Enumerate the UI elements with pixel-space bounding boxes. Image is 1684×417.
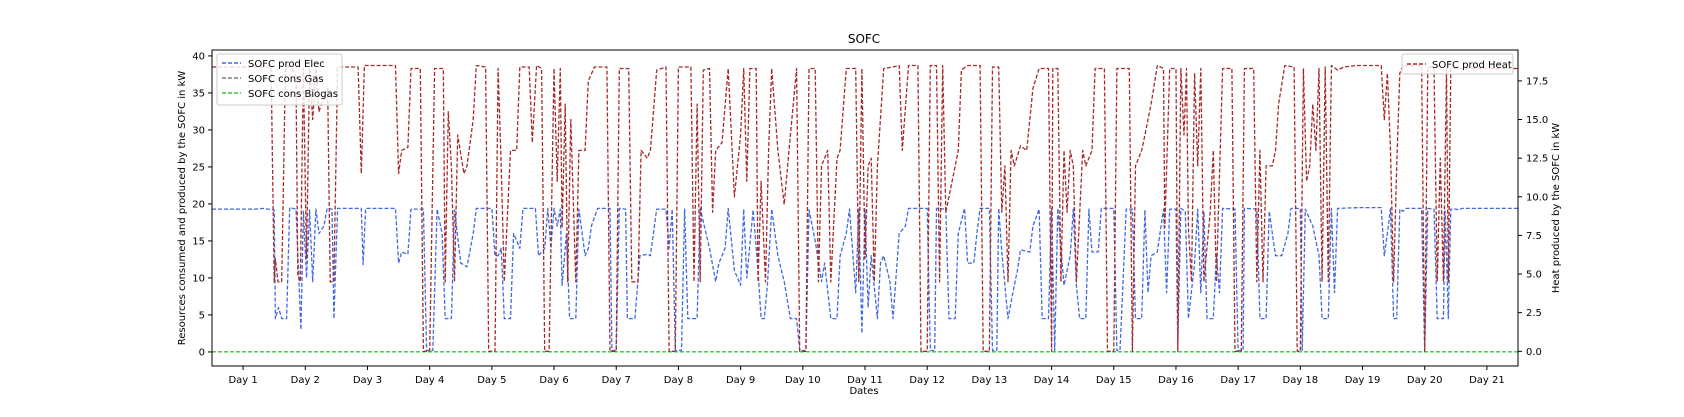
y-tick-label-left: 35 (192, 88, 205, 99)
legend-left-box (216, 53, 343, 106)
plot-lines (212, 64, 1518, 353)
x-tick-label: Day 12 (909, 375, 945, 386)
x-axis-label: Dates (849, 386, 878, 397)
legend-label-gas: SOFC cons Gas (248, 74, 324, 85)
x-tick-label: Day 2 (291, 375, 320, 386)
y-tick-label-left: 25 (192, 162, 205, 173)
y-tick-label-left: 15 (192, 236, 205, 247)
legend-right: SOFC prod Heat (1401, 53, 1514, 75)
x-tick-label: Day 13 (972, 375, 1008, 386)
y-tick-label-right: 17.5 (1526, 76, 1548, 87)
y-axis-label-right: Heat produced by the SOFC in kW (1551, 123, 1562, 293)
y-tick-label-left: 40 (192, 51, 205, 62)
y-axis-label-left: Resources consumed and produced by the S… (177, 71, 188, 346)
legend-right-box (1401, 53, 1514, 75)
y-tick-label-left: 10 (192, 273, 205, 284)
y-tick-label-left: 5 (199, 310, 205, 321)
x-tick-label: Day 21 (1469, 375, 1505, 386)
y-tick-label-right: 2.5 (1526, 308, 1542, 319)
y-tick-label-right: 5.0 (1526, 270, 1542, 281)
x-tick-label: Day 4 (415, 375, 444, 386)
legend-left: SOFC prod Elec SOFC cons Gas SOFC cons B… (216, 53, 343, 106)
x-tick-label: Day 3 (353, 375, 382, 386)
x-tick-label: Day 5 (477, 375, 506, 386)
x-tick-label: Day 1 (228, 375, 257, 386)
y-tick-label-left: 20 (192, 199, 205, 210)
series-line-sofc-prod-elec (212, 206, 1518, 352)
x-tick-label: Day 8 (664, 375, 693, 386)
x-tick-label: Day 14 (1034, 375, 1070, 386)
chart-title: SOFC (848, 32, 880, 46)
x-tick-label: Day 17 (1220, 375, 1256, 386)
y-axis-left: 0 5 10 15 20 25 30 35 40 (192, 51, 212, 358)
series-line-sofc-prod-heat (212, 64, 1518, 352)
x-tick-label: Day 18 (1283, 375, 1319, 386)
y-tick-label-right: 7.5 (1526, 231, 1542, 242)
y-tick-label-left: 0 (199, 347, 205, 358)
y-tick-label-right: 10.0 (1526, 192, 1548, 203)
y-tick-label-right: 15.0 (1526, 115, 1548, 126)
x-tick-label: Day 15 (1096, 375, 1132, 386)
y-axis-right: 0.0 2.5 5.0 7.5 10.0 12.5 15.0 17.5 (1518, 76, 1548, 358)
x-axis: Day 1 Day 2 Day 3 Day 4 Day 5 Day 6 Day 7 Day 8… (228, 366, 1505, 386)
x-tick-label: Day 7 (602, 375, 631, 386)
legend-label-elec: SOFC prod Elec (248, 59, 325, 70)
x-tick-label: Day 11 (847, 375, 883, 386)
x-tick-label: Day 10 (785, 375, 821, 386)
y-tick-label-left: 30 (192, 125, 205, 136)
x-tick-label: Day 20 (1407, 375, 1443, 386)
x-tick-label: Day 19 (1345, 375, 1381, 386)
x-tick-label: Day 9 (726, 375, 755, 386)
y-tick-label-right: 12.5 (1526, 154, 1548, 165)
x-tick-label: Day 16 (1158, 375, 1194, 386)
legend-label-biogas: SOFC cons Biogas (248, 89, 338, 100)
y-tick-label-right: 0.0 (1526, 347, 1542, 358)
legend-label-heat: SOFC prod Heat (1432, 60, 1512, 71)
x-tick-label: Day 6 (539, 375, 568, 386)
